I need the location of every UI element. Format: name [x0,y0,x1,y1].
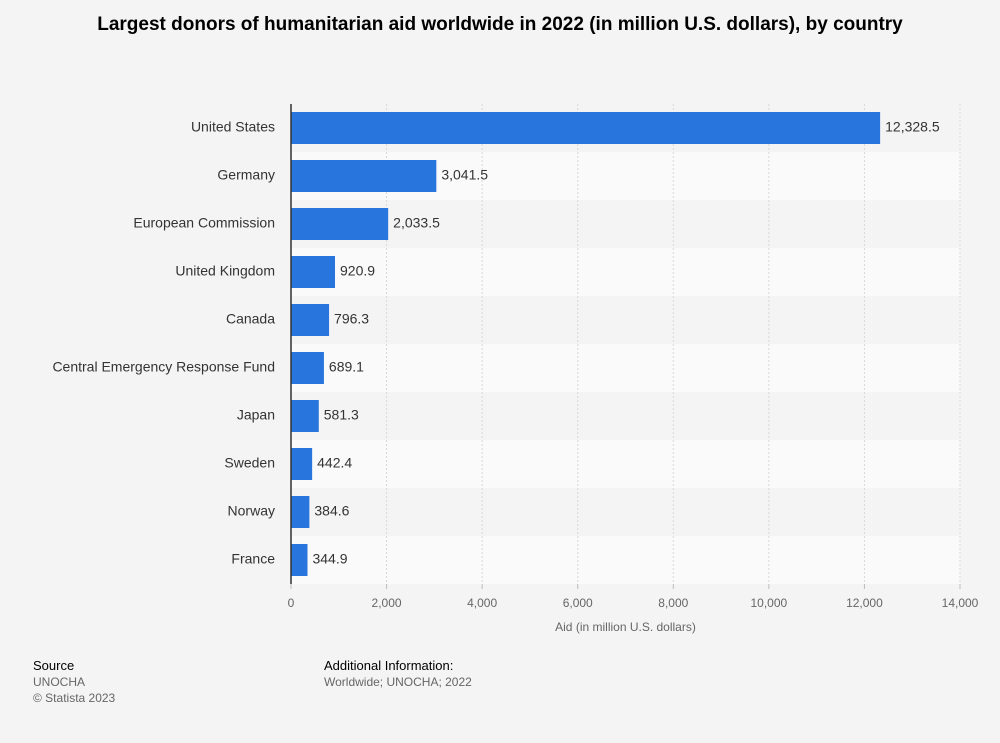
y-tick-label: Japan [237,407,275,423]
bar [291,112,881,144]
bar [291,160,437,192]
x-tick-label: 12,000 [846,596,883,610]
row-stripe [291,392,960,440]
row-stripe [291,488,960,536]
x-tick-label: 6,000 [563,596,593,610]
row-stripe [291,200,960,248]
additional-block: Additional Information: Worldwide; UNOCH… [324,658,472,690]
additional-label: Additional Information: [324,658,454,673]
bar [291,448,313,480]
value-label: 3,041.5 [441,167,488,183]
bar [291,496,310,528]
value-label: 689.1 [329,359,364,375]
bar [291,256,336,288]
row-stripe [291,536,960,584]
bar [291,544,308,576]
copyright: © Statista 2023 [33,691,116,705]
y-tick-label: Canada [226,311,275,327]
bar [291,208,389,240]
y-tick-label: Norway [228,503,275,519]
y-tick-label: France [231,551,275,567]
row-stripe [291,440,960,488]
value-label: 796.3 [334,311,369,327]
row-stripe [291,296,960,344]
value-label: 384.6 [314,503,349,519]
value-label: 2,033.5 [393,215,440,231]
y-tick-label: Central Emergency Response Fund [52,359,275,375]
x-axis-label: Aid (in million U.S. dollars) [555,620,696,634]
bar [291,304,330,336]
chart: 0 2,000 4,000 6,000 8,000 10,000 12,000 14,000 A… [52,104,979,634]
y-tick-label: Germany [217,167,275,183]
row-stripe [291,248,960,296]
bar [291,352,324,384]
value-label: 581.3 [324,407,359,423]
source-block: Source UNOCHA © Statista 2023 [33,658,115,706]
x-tick-label: 4,000 [467,596,497,610]
value-label: 12,328.5 [885,119,940,135]
x-tick-label: 10,000 [751,596,788,610]
row-stripe [291,344,960,392]
source: UNOCHA [33,675,86,689]
value-label: 442.4 [317,455,352,471]
chart-title: Largest donors of humanitarian aid world… [97,14,903,35]
value-label: 344.9 [312,551,347,567]
y-tick-label: United Kingdom [175,263,275,279]
value-label: 920.9 [340,263,375,279]
y-tick-label: United States [191,119,275,135]
x-tick-label: 8,000 [658,596,688,610]
y-tick-label: European Commission [133,215,275,231]
y-tick-label: Sweden [224,455,275,471]
source-label: Source [33,658,75,673]
bar [291,400,319,432]
x-tick-label: 0 [288,596,295,610]
additional: Worldwide; UNOCHA; 2022 [324,675,472,689]
x-tick-label: 2,000 [372,596,402,610]
x-tick-label: 14,000 [942,596,979,610]
